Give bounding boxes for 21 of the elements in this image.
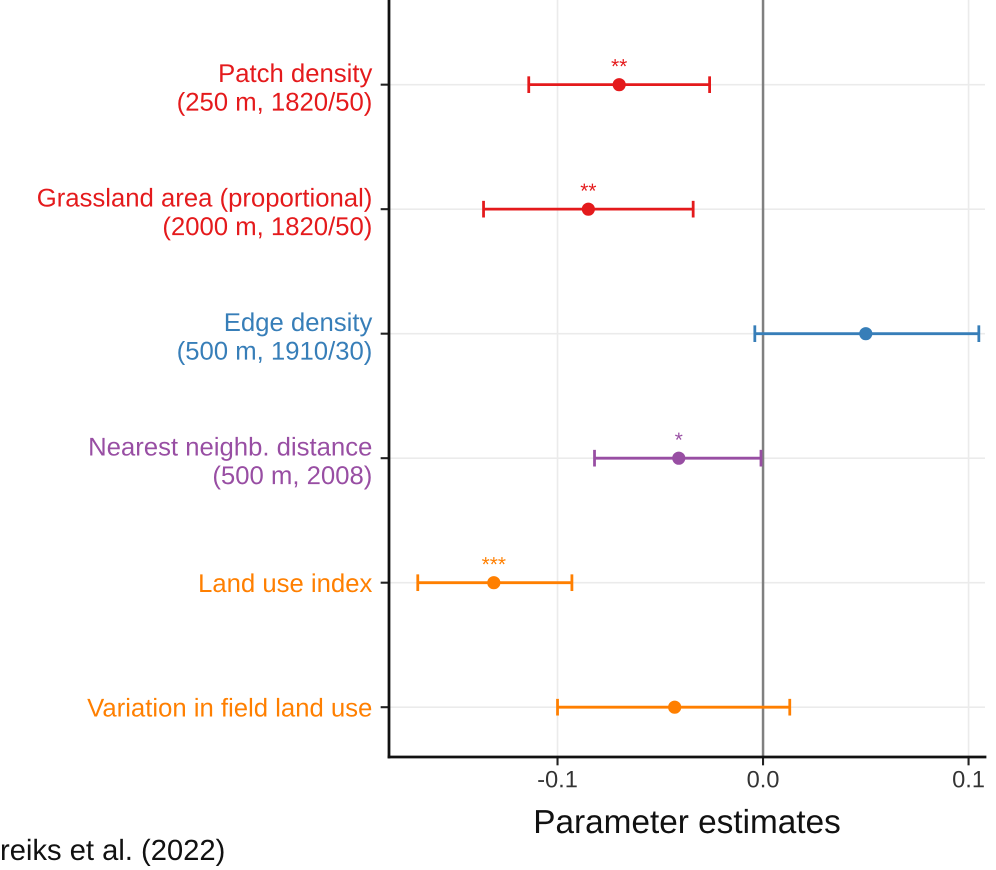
point — [582, 202, 595, 216]
point — [668, 700, 682, 714]
y-tick-label: Nearest neighb. distance (500 m, 2008) — [90, 436, 372, 490]
x-axis-title: Parameter estimates — [536, 808, 840, 834]
y-tick-label: Variation in field land use — [87, 698, 372, 717]
x-tick-label: 0.0 — [748, 770, 779, 788]
annotation: *** — [482, 557, 506, 564]
x-tick-label: -0.1 — [538, 770, 577, 788]
y-tick-label: Patch density (250 m, 1820/50) — [178, 63, 372, 116]
annotation: ** — [580, 184, 596, 191]
y-tick-label: Land use index — [200, 573, 372, 592]
point — [859, 327, 872, 340]
annotation: ** — [611, 59, 627, 66]
y-tick-label: Edge density (500 m, 1910/30) — [178, 312, 372, 365]
annotation: * — [675, 432, 683, 440]
x-tick-label: 0.1 — [953, 770, 984, 788]
point — [487, 576, 500, 590]
y-tick-label: Grassland area (proportional) (2000 m, 1820/50) — [38, 188, 371, 240]
point — [612, 78, 626, 92]
text: reiks et al. (2022) — [2, 838, 224, 866]
point — [672, 452, 686, 465]
